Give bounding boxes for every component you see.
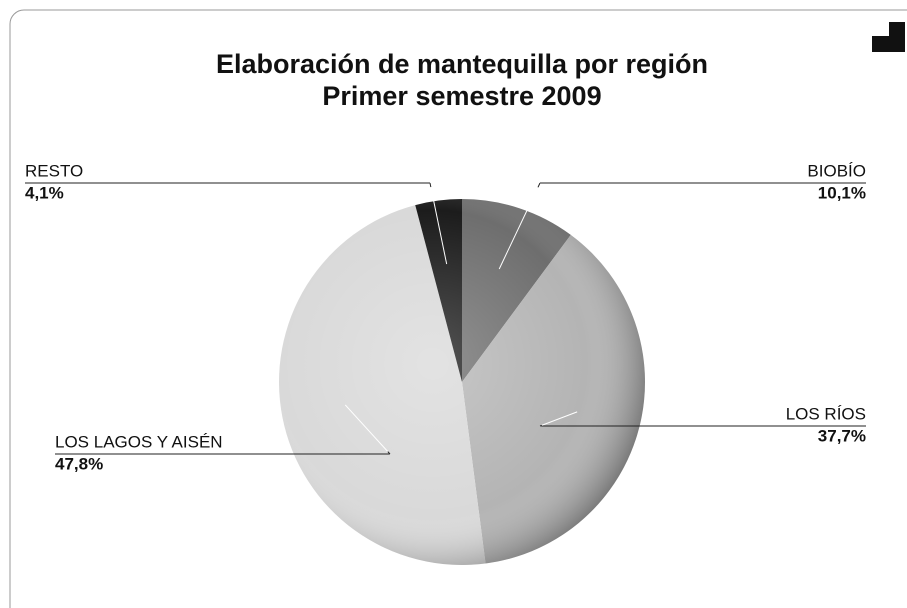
chart-title: Elaboración de mantequilla por región: [216, 49, 708, 79]
leader-line: [429, 182, 448, 265]
leader-line-outer: [429, 182, 432, 188]
slice-label: BIOBÍO: [807, 161, 866, 180]
slice-value: 47,8%: [55, 454, 103, 473]
leader-line-outer: [539, 424, 543, 427]
leader-line-outer: [387, 451, 391, 455]
leader-line-outer: [537, 182, 541, 188]
slice-value: 4,1%: [25, 183, 64, 202]
leader-line: [344, 404, 391, 455]
slice-label: LOS RÍOS: [786, 404, 866, 423]
slice-label: RESTO: [25, 161, 83, 180]
slice-value: 37,7%: [818, 426, 866, 445]
leader-line: [539, 411, 578, 427]
slice-label: LOS LAGOS Y AISÉN: [55, 432, 223, 451]
leader-line: [498, 182, 541, 270]
chart-subtitle: Primer semestre 2009: [322, 81, 601, 111]
slice-value: 10,1%: [818, 183, 866, 202]
corner-icon: [872, 22, 905, 52]
